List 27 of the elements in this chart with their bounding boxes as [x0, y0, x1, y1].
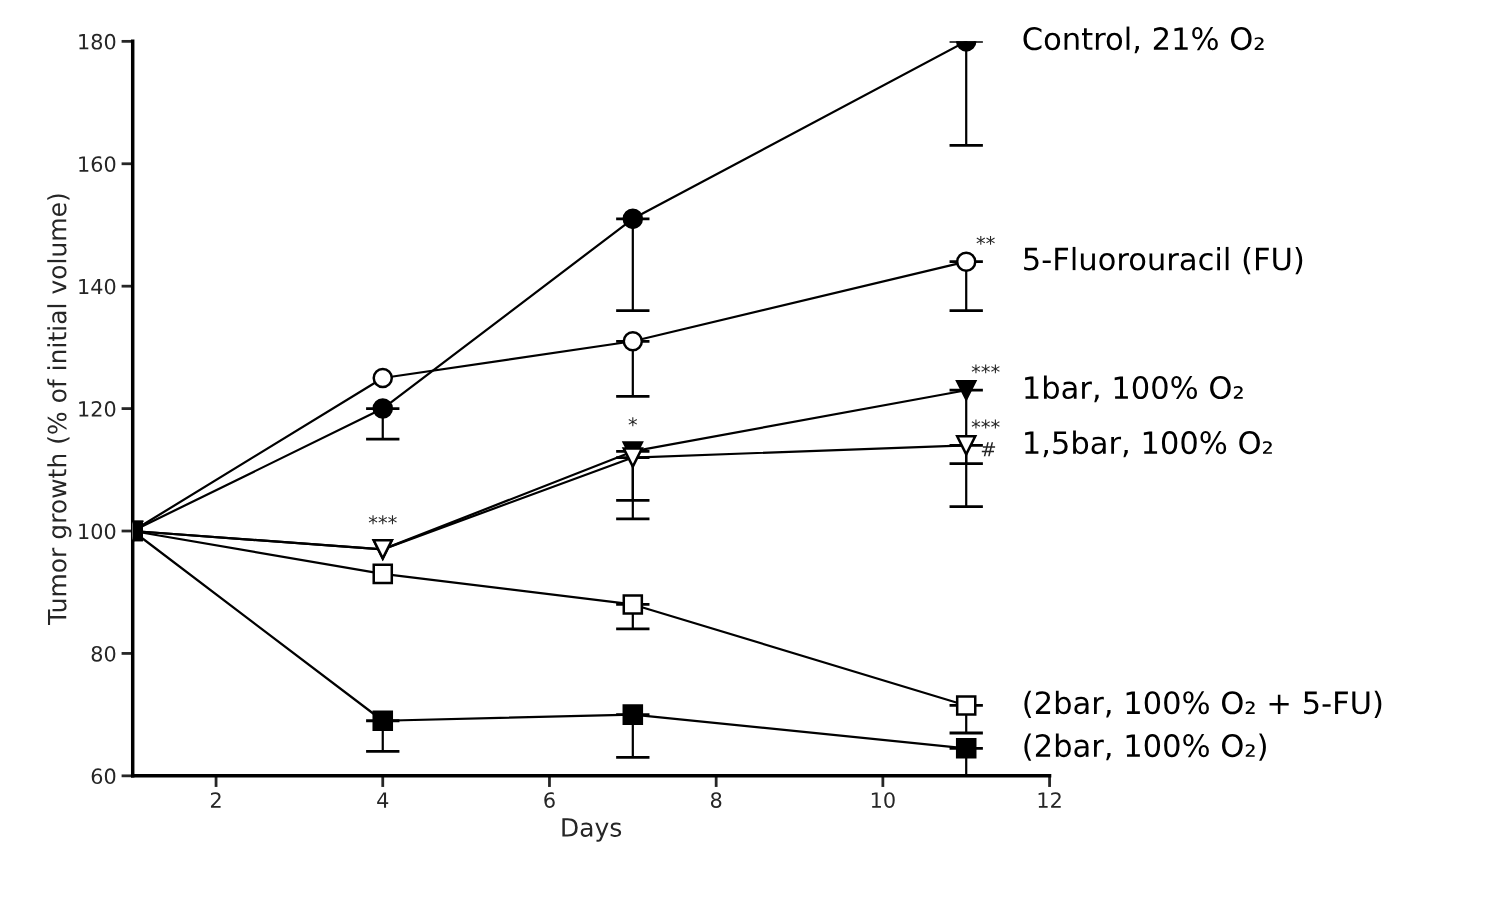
y-tick-label: 60	[91, 768, 116, 785]
y-tick-label: 100	[79, 523, 116, 540]
x-axis-title: Days	[562, 818, 622, 842]
series-label: 1,5bar, 100% O₂	[1025, 430, 1272, 458]
series-label: 5-Fluorouracil (FU)	[1024, 246, 1303, 275]
x-tick-label: 10	[871, 792, 895, 808]
annotation: ***	[368, 515, 397, 525]
y-tick-label: 160	[79, 156, 116, 172]
y-tick-label: 120	[79, 401, 116, 417]
y-axis-title: Tumor growth (% of initial volume)	[47, 194, 72, 626]
x-tick-label: 8	[710, 792, 722, 808]
series-label: 1bar, 100% O₂	[1025, 375, 1243, 403]
x-tick-label: 2	[210, 792, 221, 808]
x-tick-label: 4	[377, 792, 389, 808]
y-tick-label: 140	[79, 278, 116, 295]
series-label: (2bar, 100% O₂ + 5-FU)	[1024, 690, 1382, 718]
x-tick-label: 12	[1038, 792, 1061, 808]
annotation: *	[628, 417, 638, 427]
y-tick-label: 180	[79, 33, 116, 50]
series-label: (2bar, 100% O₂)	[1024, 733, 1266, 761]
annotation: ***	[971, 419, 1000, 429]
y-tick-label: 80	[91, 645, 116, 662]
annotation: #	[981, 442, 996, 457]
series-label: Control, 21% O₂	[1023, 26, 1264, 54]
annotation: **	[976, 235, 995, 245]
x-tick-label: 6	[544, 792, 555, 808]
annotation: ***	[971, 364, 1000, 374]
